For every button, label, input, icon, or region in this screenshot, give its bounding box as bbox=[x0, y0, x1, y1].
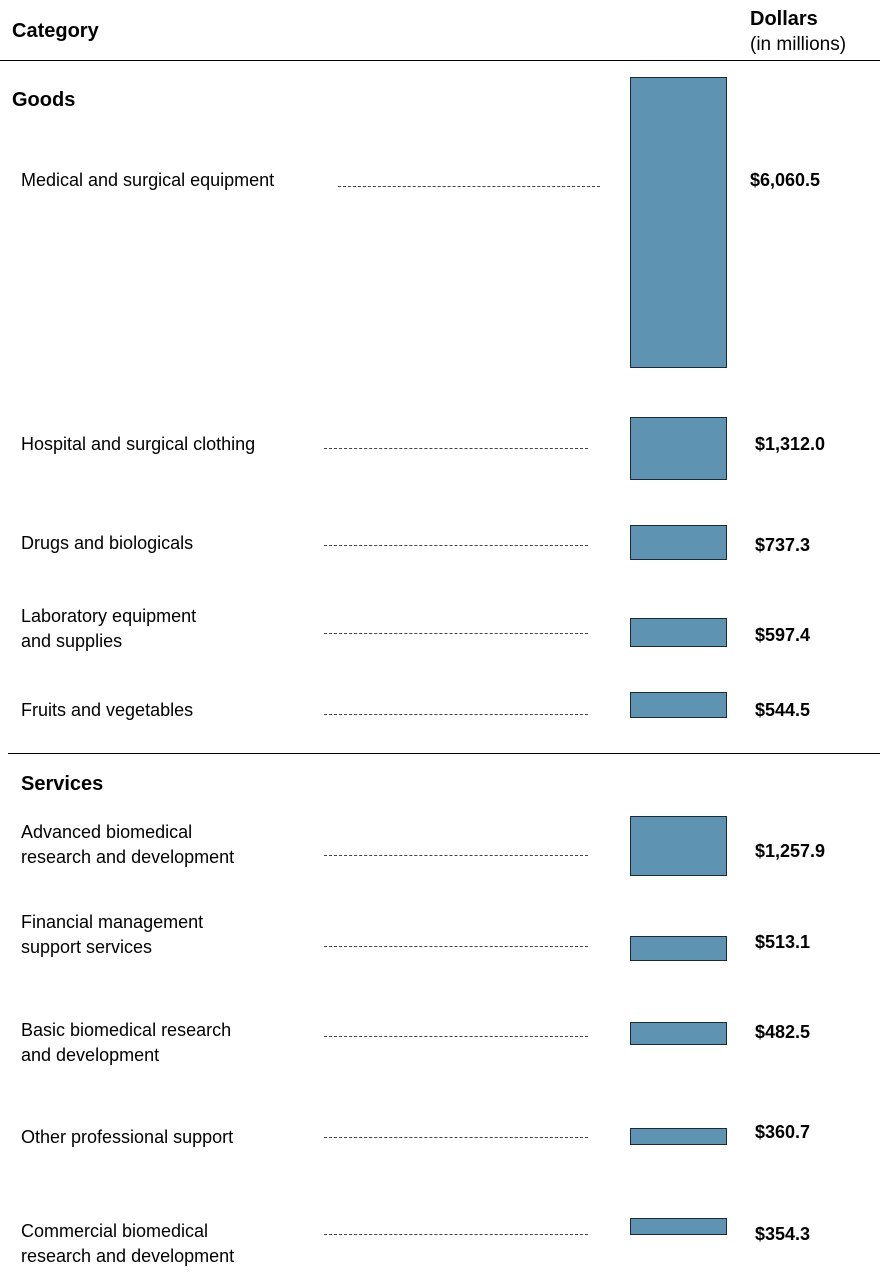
value-label: $1,257.9 bbox=[755, 841, 826, 861]
row-label: Commercial biomedical research and devel… bbox=[21, 1221, 235, 1266]
leader-line bbox=[324, 448, 588, 449]
row-label: Hospital and surgical clothing bbox=[21, 434, 256, 454]
bar bbox=[630, 816, 727, 876]
leader-line bbox=[324, 855, 588, 856]
bar bbox=[630, 1218, 727, 1235]
row-label: Advanced biomedical research and develop… bbox=[21, 822, 235, 867]
section-divider bbox=[8, 753, 880, 754]
row-label: Drugs and biologicals bbox=[21, 533, 194, 553]
row-label: Financial management support services bbox=[21, 912, 204, 957]
value-label: $6,060.5 bbox=[750, 170, 821, 190]
row-label: Basic biomedical research and developmen… bbox=[21, 1020, 232, 1065]
value-label: $360.7 bbox=[755, 1122, 811, 1142]
leader-line bbox=[324, 1036, 588, 1037]
value-label: $597.4 bbox=[755, 625, 811, 645]
row-label: Other professional support bbox=[21, 1127, 234, 1147]
bar bbox=[630, 1128, 727, 1145]
row-label: Medical and surgical equipment bbox=[21, 170, 275, 190]
leader-line bbox=[324, 545, 588, 546]
bar bbox=[630, 936, 727, 961]
section-heading-services: Services bbox=[21, 773, 104, 795]
category-header: Category bbox=[12, 20, 99, 42]
leader-line bbox=[324, 946, 588, 947]
row-label: Laboratory equipment and supplies bbox=[21, 606, 197, 651]
leader-line bbox=[338, 186, 600, 187]
value-label: $354.3 bbox=[755, 1224, 811, 1244]
bar bbox=[630, 1022, 727, 1045]
bar bbox=[630, 77, 727, 368]
value-label: $737.3 bbox=[755, 535, 811, 555]
leader-line bbox=[324, 1137, 588, 1138]
section-heading-goods: Goods bbox=[12, 89, 76, 111]
bar bbox=[630, 692, 727, 718]
unit-header: (in millions) bbox=[750, 34, 847, 55]
bar bbox=[630, 618, 727, 647]
value-label: $1,312.0 bbox=[755, 434, 826, 454]
leader-line bbox=[324, 1234, 588, 1235]
header-rule bbox=[0, 60, 880, 61]
leader-line bbox=[324, 633, 588, 634]
leader-line bbox=[324, 714, 588, 715]
value-label: $482.5 bbox=[755, 1022, 811, 1042]
row-label: Fruits and vegetables bbox=[21, 700, 194, 720]
value-label: $544.5 bbox=[755, 700, 811, 720]
bar bbox=[630, 525, 727, 560]
value-label: $513.1 bbox=[755, 932, 811, 952]
bar bbox=[630, 417, 727, 480]
dollars-header: Dollars bbox=[750, 8, 818, 30]
